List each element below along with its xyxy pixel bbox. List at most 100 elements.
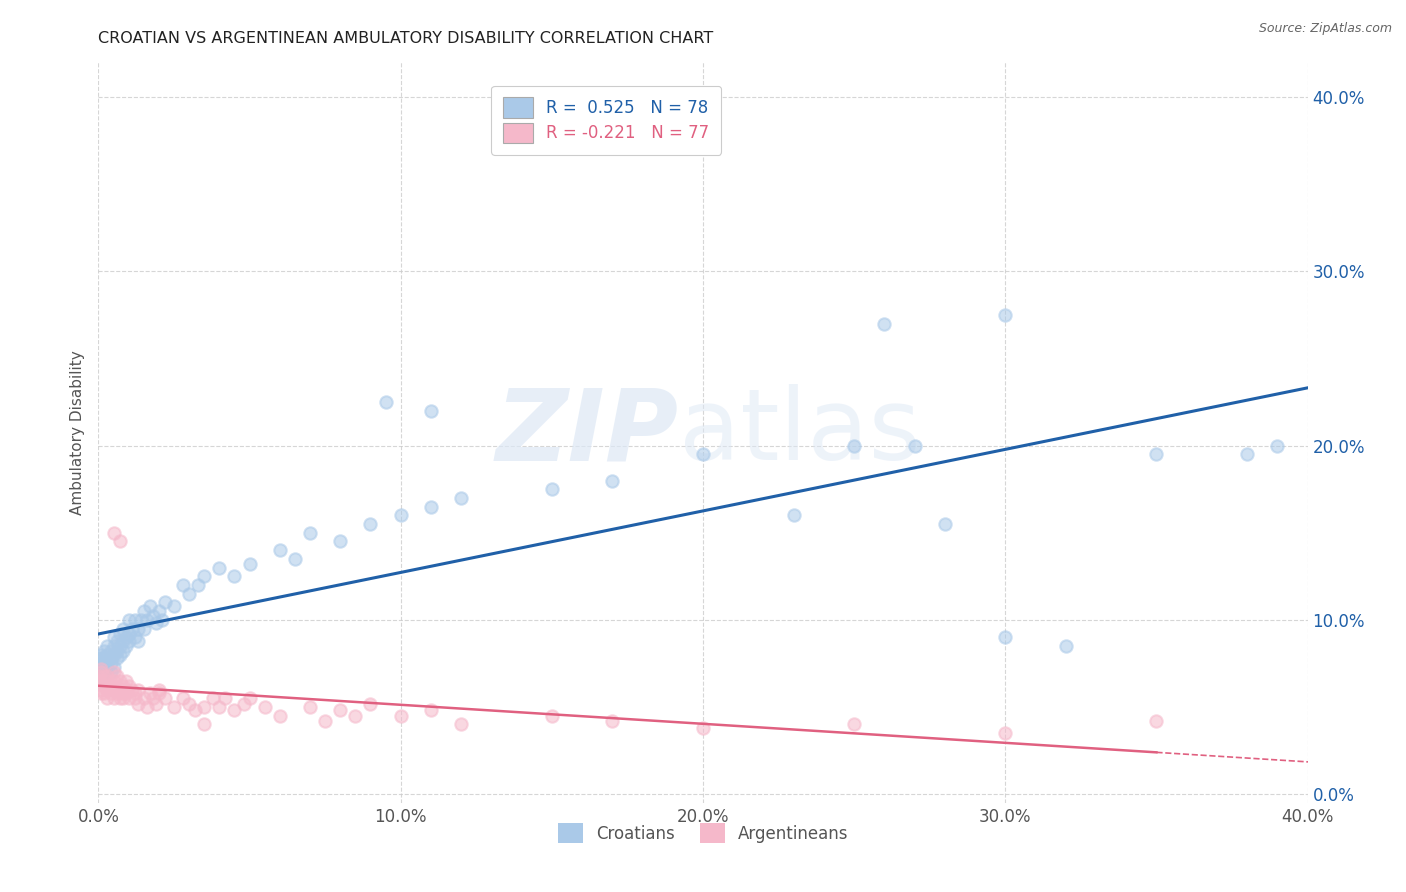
Point [90, 662, 112, 676]
Point [100, 657, 122, 671]
Point [239, 691, 262, 706]
Point [87, 668, 110, 682]
Point [90, 648, 112, 662]
Point [193, 569, 215, 583]
Point [329, 534, 352, 549]
Point [360, 517, 382, 532]
Point [87, 665, 110, 680]
Point [420, 404, 443, 418]
Point [145, 697, 167, 711]
Point [100, 679, 122, 693]
Point [93, 665, 115, 680]
Point [108, 627, 131, 641]
Point [90, 673, 112, 688]
Point [90, 651, 112, 665]
Point [132, 691, 155, 706]
Point [142, 691, 165, 706]
Point [450, 717, 472, 731]
Point [299, 525, 322, 540]
Y-axis label: Ambulatory Disability: Ambulatory Disability [70, 351, 86, 515]
Point [269, 543, 291, 558]
Point [105, 651, 128, 665]
Point [224, 703, 246, 717]
Point [114, 639, 136, 653]
Point [224, 569, 246, 583]
Point [389, 708, 412, 723]
Legend: Croatians, Argentineans: Croatians, Argentineans [551, 816, 855, 850]
Point [153, 691, 176, 706]
Point [100, 644, 122, 658]
Point [132, 622, 155, 636]
Point [103, 691, 125, 706]
Point [111, 644, 134, 658]
Point [118, 691, 141, 706]
Point [692, 447, 714, 461]
Point [214, 691, 236, 706]
Point [142, 609, 165, 624]
Point [1144, 447, 1167, 461]
Point [232, 697, 254, 711]
Text: Source: ZipAtlas.com: Source: ZipAtlas.com [1258, 22, 1392, 36]
Point [934, 517, 956, 532]
Point [118, 679, 141, 693]
Point [105, 633, 128, 648]
Point [90, 662, 112, 676]
Point [103, 682, 125, 697]
Point [103, 660, 125, 674]
Point [90, 673, 112, 688]
Point [1054, 639, 1077, 653]
Point [114, 673, 136, 688]
Point [93, 644, 115, 658]
Point [127, 622, 149, 636]
Point [374, 395, 396, 409]
Point [93, 657, 115, 671]
Point [314, 714, 336, 728]
Point [118, 627, 141, 641]
Point [127, 633, 149, 648]
Point [96, 682, 118, 697]
Point [105, 679, 128, 693]
Point [783, 508, 806, 523]
Point [108, 648, 131, 662]
Point [93, 673, 115, 688]
Point [87, 657, 110, 671]
Point [994, 630, 1017, 644]
Point [93, 651, 115, 665]
Point [100, 686, 122, 700]
Point [344, 708, 367, 723]
Point [360, 697, 382, 711]
Point [994, 726, 1017, 740]
Point [121, 622, 143, 636]
Point [139, 686, 162, 700]
Point [111, 633, 134, 648]
Point [93, 686, 115, 700]
Point [93, 668, 115, 682]
Point [163, 599, 186, 613]
Point [602, 714, 624, 728]
Point [602, 474, 624, 488]
Point [96, 657, 118, 671]
Point [139, 599, 162, 613]
Point [239, 557, 262, 571]
Text: ZIP: ZIP [496, 384, 679, 481]
Point [269, 708, 291, 723]
Point [96, 639, 118, 653]
Point [111, 679, 134, 693]
Point [1236, 447, 1258, 461]
Point [93, 679, 115, 693]
Point [135, 613, 157, 627]
Point [114, 682, 136, 697]
Point [124, 691, 146, 706]
Point [108, 691, 131, 706]
Point [299, 700, 322, 714]
Point [90, 660, 112, 674]
Point [105, 644, 128, 658]
Point [329, 703, 352, 717]
Point [108, 673, 131, 688]
Point [90, 665, 112, 680]
Point [208, 700, 231, 714]
Point [148, 604, 170, 618]
Point [87, 673, 110, 688]
Point [153, 595, 176, 609]
Point [253, 700, 276, 714]
